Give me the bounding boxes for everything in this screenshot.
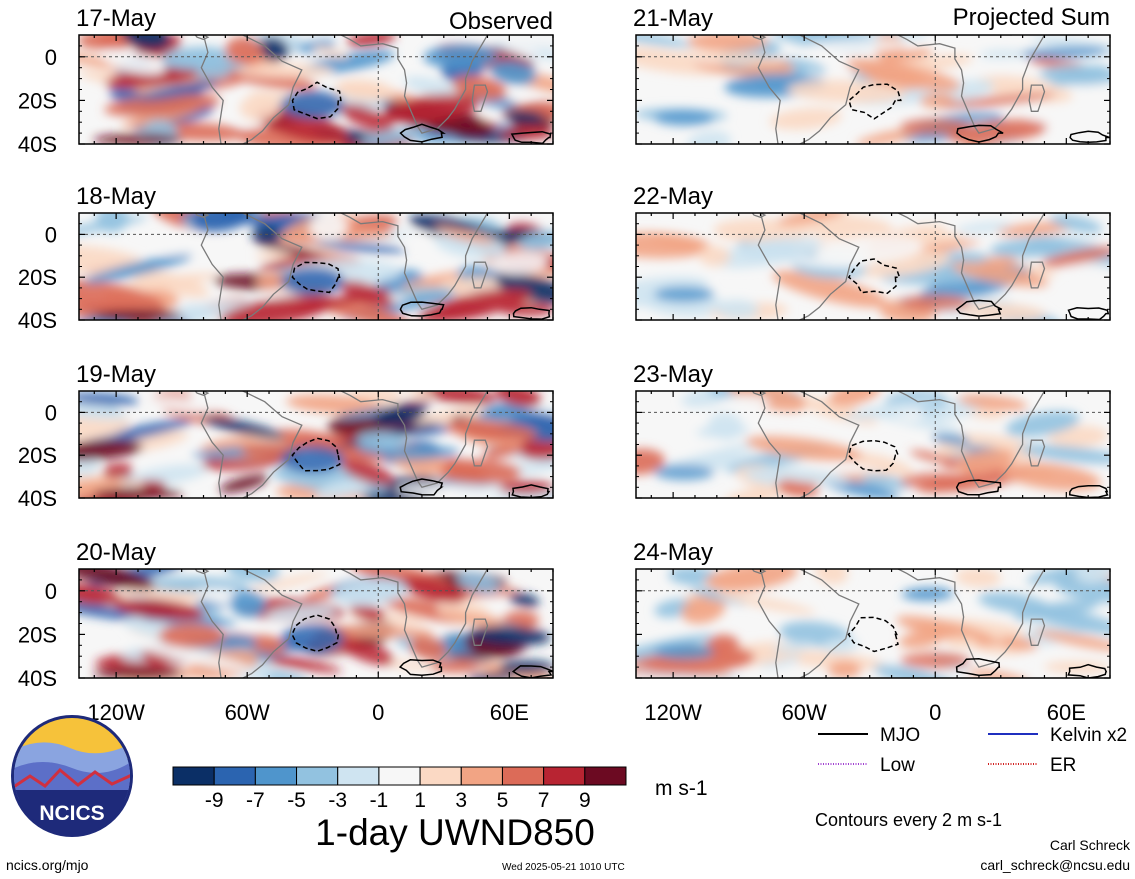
colorbar-tick-label: 7 [538, 789, 550, 812]
projected-header: Projected Sum [953, 4, 1110, 31]
y-tick-label: 40S [18, 308, 57, 333]
panel-date-18-may: 18-May [76, 183, 156, 210]
map-panel-19-may [78, 390, 554, 499]
coastlines [194, 391, 489, 498]
panel-date-19-may: 19-May [76, 361, 156, 388]
y-tick-label: 0 [45, 400, 57, 425]
y-tick-label: 20S [18, 265, 57, 290]
map-panel-18-may [78, 212, 554, 321]
y-tick-label: 20S [18, 622, 57, 647]
coastlines [751, 391, 1046, 498]
ncics-logo: NCICS [11, 715, 133, 837]
panel-date-23-may: 23-May [633, 361, 713, 388]
colorbar-tick-label: -1 [370, 789, 389, 812]
panel-date-17-may: 17-May [76, 5, 156, 32]
y-tick-label: 0 [45, 45, 57, 70]
x-tick-label: 60E [1047, 700, 1086, 725]
legend-label: Low [880, 755, 915, 776]
colorbar-tick-label: 5 [497, 789, 509, 812]
panel-date-24-may: 24-May [633, 539, 713, 566]
colorbar-swatch [254, 766, 298, 786]
x-tick-label: 0 [929, 700, 941, 725]
legend-label: ER [1050, 755, 1076, 776]
colorbar-swatch [337, 766, 380, 786]
footer-timestamp: Wed 2025-05-21 1010 UTC [502, 862, 625, 873]
contour-legend: MJO Kelvin x2 Low ER [818, 725, 1127, 776]
panels-layer [78, 34, 1111, 679]
colorbar-swatch [296, 766, 339, 786]
mjo-contours [847, 616, 1108, 678]
axes-layer: 17-May 0 20S 40S 18-May 0 20S 40S 19-May 0 20S 40S 2… [18, 5, 1111, 725]
colorbar-tick-label: -5 [287, 789, 306, 812]
colorbar-tick-label: 1 [414, 789, 426, 812]
y-tick-label: 20S [18, 443, 57, 468]
colorbar-tick-label: 9 [579, 789, 591, 812]
y-tick-label: 0 [45, 222, 57, 247]
footer-author: Carl Schreck [1050, 837, 1131, 853]
coastlines [194, 569, 489, 678]
colorbar-tick-label: -7 [246, 789, 265, 812]
map-panel-21-may [635, 34, 1111, 145]
colorbar-tick-label: -3 [328, 789, 347, 812]
x-tick-label: 120W [644, 700, 702, 725]
coastlines [194, 35, 489, 144]
colorbar-swatch [419, 766, 462, 786]
y-tick-label: 20S [18, 88, 57, 113]
colorbar-tick-label: 3 [455, 789, 467, 812]
observed-header: Observed [449, 8, 553, 35]
footer-url: ncics.org/mjo [6, 857, 89, 873]
coastlines [751, 569, 1046, 678]
mjo-contours [291, 261, 551, 320]
colorbar: -9 -7 -5 -3 -1 1 3 5 7 9 [172, 766, 627, 812]
y-tick-label: 0 [45, 579, 57, 604]
colorbar-swatch [213, 766, 256, 786]
colorbar-swatch [460, 766, 503, 786]
colorbar-swatch [584, 766, 627, 786]
x-tick-label: 60E [490, 700, 529, 725]
legend-label: Kelvin x2 [1050, 725, 1127, 746]
footer-email: carl_schreck@ncsu.edu [980, 857, 1130, 873]
x-tick-label: 60W [225, 700, 270, 725]
x-tick-label: 0 [372, 700, 384, 725]
panel-date-22-may: 22-May [633, 183, 713, 210]
main-title: 1-day UWND850 [315, 812, 595, 853]
colorbar-tick-label: -9 [205, 789, 224, 812]
y-tick-label: 40S [18, 666, 57, 691]
map-panel-20-may [78, 568, 554, 679]
coastlines [751, 213, 1046, 320]
panel-date-20-may: 20-May [76, 539, 156, 566]
colorbar-swatch [378, 766, 421, 786]
contour-note: Contours every 2 m s-1 [815, 810, 1002, 830]
colorbar-swatch [172, 766, 215, 786]
coastlines [751, 35, 1046, 144]
colorbar-swatch [501, 766, 545, 786]
coastlines [194, 213, 489, 320]
y-tick-label: 40S [18, 486, 57, 511]
map-panel-17-may [78, 34, 554, 145]
legend-label: MJO [880, 725, 920, 746]
mjo-contours [291, 81, 552, 144]
mjo-contours [291, 437, 551, 498]
map-panel-24-may [635, 568, 1111, 679]
x-tick-label: 60W [782, 700, 827, 725]
units-label: m s-1 [655, 777, 708, 800]
logo-text: NCICS [39, 802, 104, 825]
panel-date-21-may: 21-May [633, 5, 713, 32]
map-panel-22-may [635, 212, 1111, 321]
mjo-contours [847, 439, 1109, 498]
mjo-contours [848, 83, 1110, 144]
mjo-contours [291, 614, 553, 678]
colorbar-swatch [543, 766, 586, 786]
y-tick-label: 40S [18, 132, 57, 157]
map-panel-23-may [635, 390, 1111, 499]
